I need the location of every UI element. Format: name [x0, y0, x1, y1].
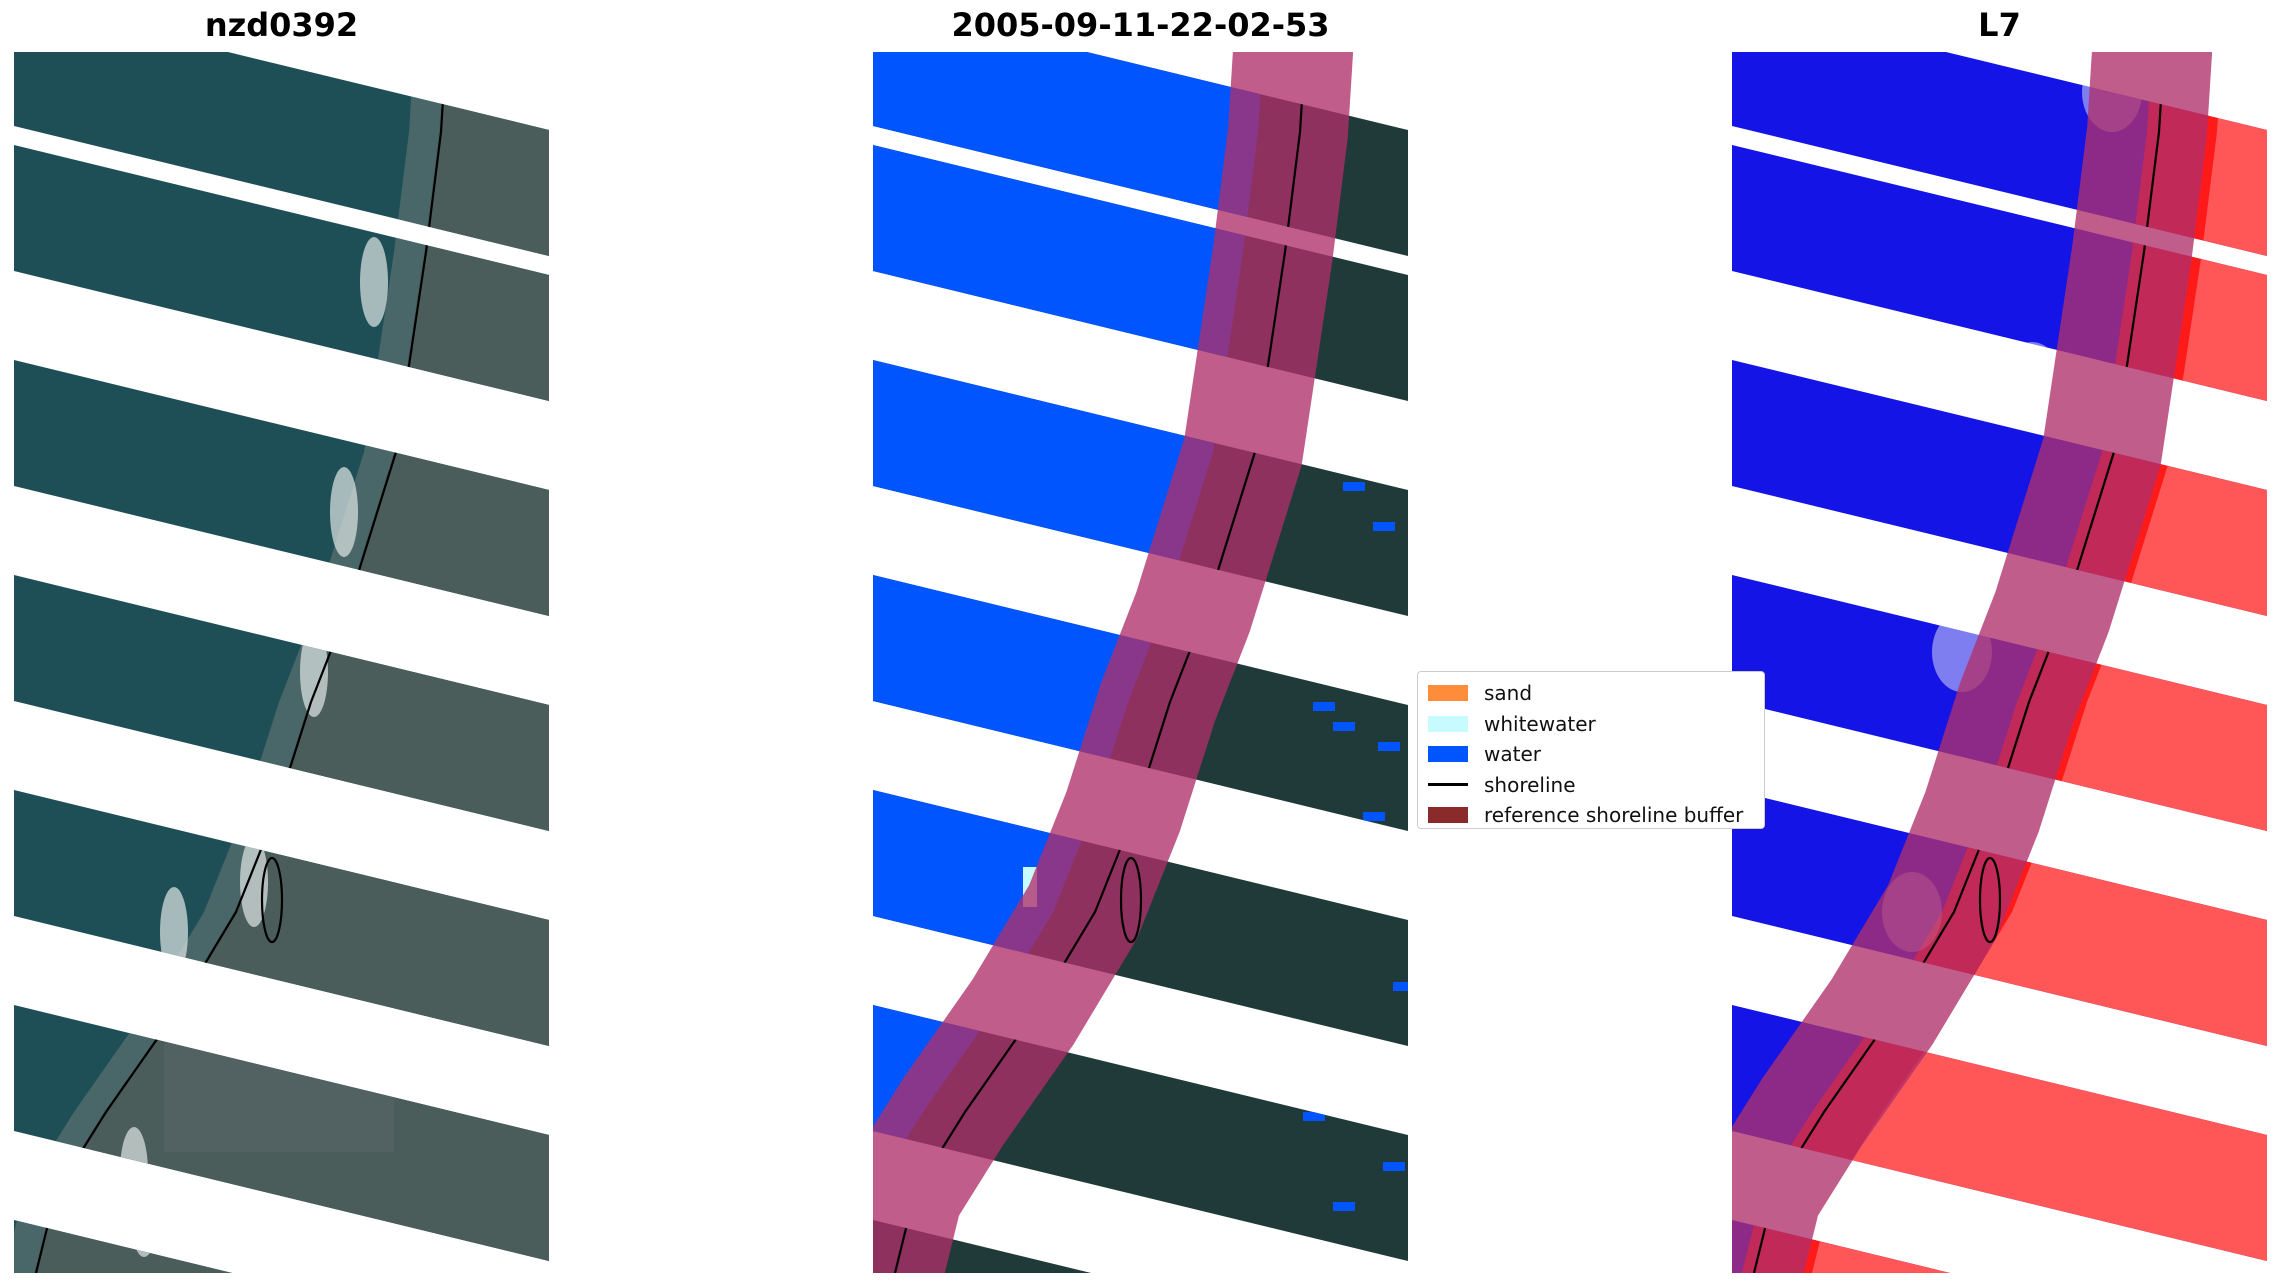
- lagoon-outline: [1978, 856, 2002, 944]
- reference-shoreline-buffer: [873, 52, 1353, 1273]
- shoreline-line: [1752, 52, 2166, 1273]
- inlet-outline: [423, 55, 441, 81]
- lagoon-outline: [1119, 856, 1143, 944]
- shoreline-line-swatch: [1428, 783, 1468, 787]
- legend-label: sand: [1484, 681, 1533, 706]
- buffer-swatch: [1428, 807, 1468, 824]
- legend-item-water: water: [1428, 739, 1764, 770]
- whitewater-swatch: [1428, 715, 1468, 732]
- rgb-satellite-image: [14, 52, 549, 1273]
- legend-item-whitewater: whitewater: [1428, 709, 1764, 740]
- sand-swatch: [1428, 685, 1468, 702]
- surf-foam: [330, 467, 358, 557]
- legend-item-shoreline: shoreline: [1428, 770, 1764, 801]
- panel-title-rgb: nzd0392: [204, 6, 359, 44]
- surf-foam: [360, 237, 388, 327]
- shoreline-line: [893, 52, 1307, 1273]
- legend-label: whitewater: [1484, 711, 1596, 736]
- surf-foam: [130, 1167, 158, 1257]
- legend-label: reference shoreline buffer: [1484, 803, 1744, 828]
- panel-classified-image: [873, 52, 1408, 1273]
- rgb-strips: [14, 52, 549, 1273]
- shoreline-line: [34, 52, 448, 1273]
- panel-title-index: L7: [1978, 6, 2021, 44]
- index-satellite-image: [1732, 52, 2267, 1273]
- lagoon-outline: [260, 856, 284, 944]
- water-swatch: [1428, 746, 1468, 763]
- legend-label: shoreline: [1484, 772, 1576, 797]
- legend-label: water: [1484, 742, 1541, 767]
- panel-index-image: [1732, 52, 2267, 1273]
- classified-satellite-image: [873, 52, 1408, 1273]
- legend-item-sand: sand: [1428, 678, 1764, 709]
- panel-rgb-image: [14, 52, 549, 1273]
- legend: sand whitewater water shoreline referenc…: [1417, 671, 1765, 829]
- legend-item-buffer: reference shoreline buffer: [1428, 800, 1764, 828]
- reference-shoreline-buffer: [1732, 52, 2212, 1273]
- panel-title-classified: 2005-09-11-22-02-53: [951, 6, 1330, 44]
- surf-foam: [120, 1127, 148, 1217]
- surf-foam: [160, 887, 188, 977]
